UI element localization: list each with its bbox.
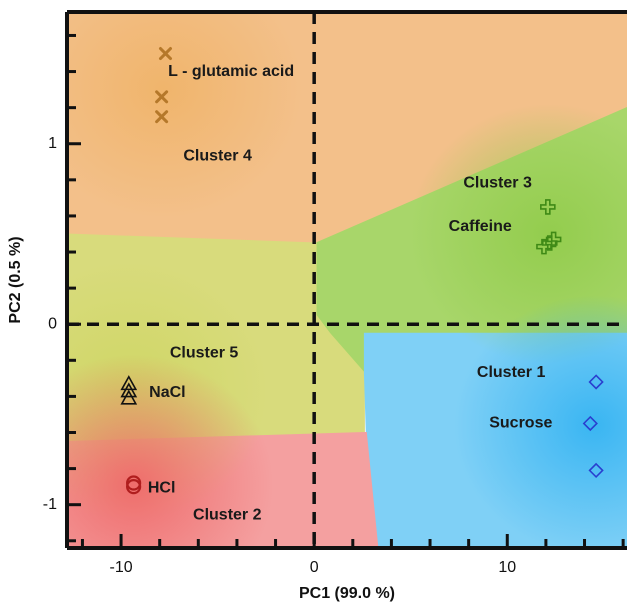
glow-l-glutamic-acid	[67, 12, 303, 219]
y-axis-title: PC2 (0.5 %)	[7, 236, 24, 323]
y-tick-label: -1	[43, 496, 57, 513]
glow-hcl	[67, 354, 274, 548]
cluster-label-cluster-5: Cluster 5	[170, 344, 239, 361]
point-caffeine	[541, 235, 558, 251]
y-tick-label: 1	[48, 135, 57, 152]
x-tick-label: 10	[498, 559, 516, 576]
cluster-label-cluster-4: Cluster 4	[183, 148, 252, 165]
point-nacl	[120, 382, 138, 398]
point-sucrose	[582, 415, 598, 432]
point-l-glutamic-acid	[158, 47, 172, 61]
glow-sucrose	[454, 295, 627, 548]
reference-lines	[67, 12, 627, 548]
point-nacl	[120, 375, 138, 391]
point-label-nacl: NaCl	[149, 384, 185, 401]
point-label-l-glutamic-acid: L - glutamic acid	[168, 63, 294, 80]
point-sucrose	[588, 374, 604, 390]
cluster-label-cluster-1: Cluster 1	[477, 364, 546, 381]
cluster-label-cluster-2: Cluster 2	[193, 507, 262, 524]
x-tick-label: 0	[310, 559, 319, 576]
point-sucrose	[588, 462, 604, 479]
point-label-hcl: HCl	[148, 480, 176, 497]
point-label-caffeine: Caffeine	[449, 218, 512, 235]
x-axis-title: PC1 (99.0 %)	[299, 585, 395, 602]
point-nacl	[120, 389, 138, 405]
data-points	[120, 47, 604, 495]
point-l-glutamic-acid	[155, 110, 169, 124]
point-caffeine	[540, 199, 556, 215]
x-tick-label: -10	[110, 559, 133, 576]
annotations: Cluster 4 Cluster 3 Cluster 5 Cluster 1 Clus…	[148, 63, 553, 524]
y-tick-label: 0	[48, 315, 57, 332]
point-hcl	[126, 479, 142, 495]
point-l-glutamic-acid	[155, 90, 169, 104]
cluster-label-cluster-3: Cluster 3	[463, 175, 532, 192]
axes: -10 0 10-101	[43, 10, 627, 576]
point-label-sucrose: Sucrose	[489, 415, 552, 432]
